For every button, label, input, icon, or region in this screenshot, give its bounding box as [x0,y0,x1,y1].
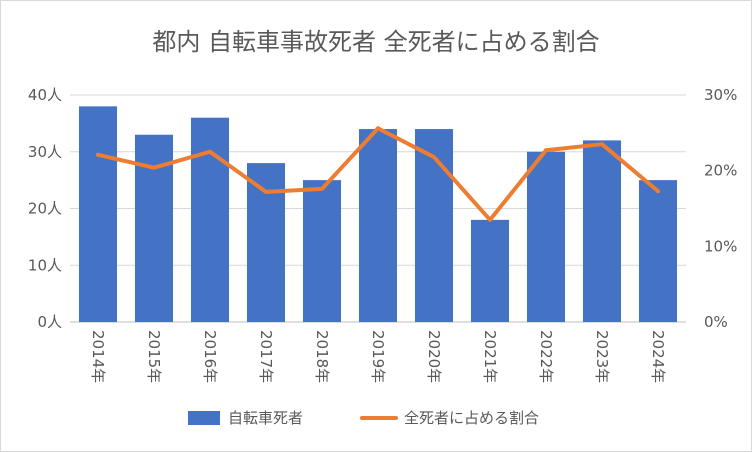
y-right-tick-label: 0% [704,313,728,331]
x-tick-label: 2021年 [481,330,499,383]
legend-swatch-bar [188,411,220,425]
bar [358,129,398,322]
line-point [600,142,604,147]
x-tick-label: 2023年 [593,330,611,383]
bar [526,151,566,322]
x-tick-label: 2014年 [89,330,107,383]
bar [582,140,622,322]
line-point [376,126,380,131]
x-tick-label: 2024年 [649,330,667,383]
legend-label-line: 全死者に占める割合 [404,409,539,427]
y-right-tick-labels: 0% 10% 20% 30% [704,86,737,331]
x-tick-label: 2020年 [425,330,443,383]
x-tick-label: 2015年 [145,330,163,383]
y-right-tick-label: 20% [704,162,737,180]
x-tick-label: 2018年 [313,330,331,383]
bar [78,106,118,322]
line-point [320,186,324,191]
y-left-tick-label: 40人 [28,86,62,104]
bar [190,117,230,322]
bar [302,180,342,322]
line-point [488,217,492,222]
bar [470,219,510,322]
x-tick-label: 2019年 [369,330,387,383]
x-tick-label: 2017年 [257,330,275,383]
bar-series [78,106,678,322]
y-left-tick-labels: 0人 10人 20人 30人 40人 [28,86,62,331]
line-point [96,152,100,157]
y-left-tick-label: 20人 [28,200,62,218]
line-point [152,165,156,170]
chart-title: 都内 自転車事故死者 全死者に占める割合 [152,28,599,56]
line-point [264,189,268,194]
bar [246,163,286,322]
line-series [96,126,660,222]
x-tick-label: 2016年 [201,330,219,383]
bar [414,129,454,322]
y-right-tick-label: 30% [704,86,737,104]
legend: 自転車死者 全死者に占める割合 [188,409,539,427]
bar [638,180,678,322]
line-point [544,148,548,153]
line-point [208,149,212,154]
line-point [432,155,436,160]
y-left-tick-label: 10人 [28,256,62,274]
line-point [656,189,660,194]
y-right-tick-label: 10% [704,237,737,255]
y-left-tick-label: 30人 [28,143,62,161]
y-left-tick-label: 0人 [37,313,62,331]
legend-label-bar: 自転車死者 [228,409,303,427]
x-tick-labels: 2014年 2015年 2016年 2017年 2018年 2019年 2020年 2021年… [89,330,667,383]
x-tick-label: 2022年 [537,330,555,383]
